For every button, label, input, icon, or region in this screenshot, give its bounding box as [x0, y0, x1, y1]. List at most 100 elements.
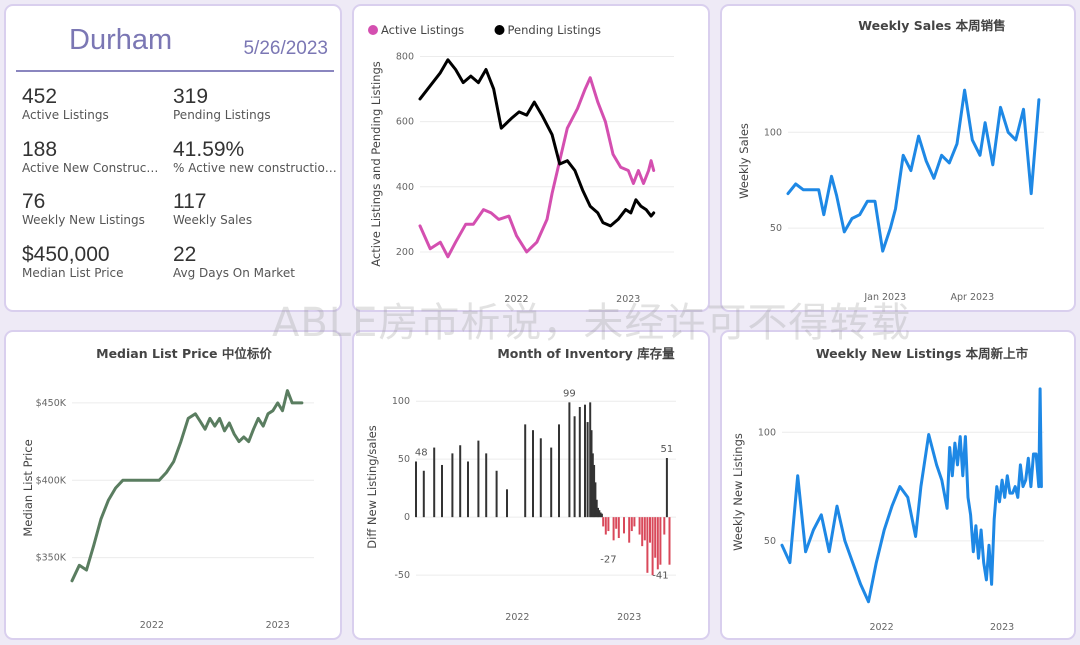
y-tick-label: $350K: [36, 553, 67, 564]
x-tick-label: 2022: [140, 620, 164, 631]
kpi-label: Weekly Sales: [173, 213, 253, 227]
chart-title: Weekly New Listings 本周新上市: [816, 346, 1029, 361]
bar: [651, 517, 654, 576]
kpi-pct-active-new-construction: 41.59% % Active new constructions: [173, 139, 338, 176]
bar: [539, 438, 542, 518]
series-line-0: [780, 387, 1043, 604]
data-label: -41: [652, 571, 668, 582]
bar: [415, 461, 417, 518]
bar: [573, 416, 576, 518]
bar: [467, 461, 469, 518]
y-tick-label: 800: [396, 52, 414, 63]
bar: [578, 406, 581, 518]
y-tick-label: $450K: [36, 398, 67, 409]
kpi-value: 319: [173, 85, 209, 108]
kpi-pending-listings: 319 Pending Listings: [173, 86, 338, 123]
kpi-active-listings: 452 Active Listings: [22, 86, 162, 123]
bar: [607, 517, 610, 532]
bar: [649, 517, 651, 543]
bar: [524, 424, 527, 518]
kpi-active-new-construction: 188 Active New Constructi...: [22, 139, 162, 176]
bar: [663, 517, 666, 535]
y-tick-label: 100: [392, 396, 410, 407]
y-axis-label: Weekly New Listings: [731, 433, 745, 551]
data-label: 99: [563, 388, 576, 399]
bar: [593, 464, 596, 518]
series-line-active-listings: [418, 76, 656, 259]
title-divider: [16, 70, 334, 72]
y-tick-label: 200: [396, 247, 414, 258]
kpi-value: 76: [22, 190, 46, 213]
x-tick-label: 2023: [617, 612, 641, 623]
kpi-value: 452: [22, 85, 58, 108]
bar: [633, 517, 636, 527]
listings-chart: 200 400 600 800 2022 2023 Active Listings and …: [368, 23, 674, 305]
bar: [441, 464, 443, 518]
data-label: -27: [600, 554, 616, 565]
kpi-weekly-sales: 117 Weekly Sales: [173, 191, 338, 228]
bar: [433, 447, 436, 518]
bar: [590, 430, 593, 518]
bar: [532, 430, 534, 518]
bar: [594, 482, 597, 518]
x-tick-label: Jan 2023: [863, 292, 906, 303]
bar: [558, 424, 560, 518]
bar: [638, 517, 641, 535]
y-tick-label: 50: [770, 223, 782, 234]
bar: [589, 402, 592, 518]
legend-marker: [494, 25, 505, 35]
bar: [584, 404, 586, 518]
bar: [612, 517, 615, 541]
y-tick-label: 50: [398, 454, 410, 465]
bar: [591, 453, 594, 518]
kpi-card: Durham 5/26/2023 452 Active Listings 319…: [4, 4, 342, 312]
y-tick-label: 600: [396, 117, 414, 128]
y-axis-label: Weekly Sales: [737, 123, 751, 199]
bar: [422, 470, 425, 518]
y-tick-label: -50: [394, 570, 410, 581]
x-tick-label: 2022: [869, 622, 893, 633]
y-axis-label: Diff New Listing/sales: [365, 425, 379, 548]
chart-card-listings: 200 400 600 800 2022 2023 Active Listings and …: [352, 4, 710, 312]
bar: [628, 517, 631, 543]
kpi-label: Avg Days On Market: [173, 266, 295, 280]
bar: [495, 470, 498, 518]
kpi-value: $450,000: [22, 243, 110, 266]
y-tick-label: 100: [764, 127, 782, 138]
weekly-new-listings-chart: 50 100 2022 2023 Weekly New Listings Weekly N…: [731, 346, 1044, 633]
kpi-value: 117: [173, 190, 207, 213]
y-axis-label: Median List Price: [21, 439, 35, 536]
bar: [643, 517, 646, 541]
chart-card-inventory: -50 0 50 100 2022 2023 Diff New Listing/sales M…: [352, 330, 710, 640]
y-tick-label: 0: [404, 512, 410, 523]
kpi-label: Weekly New Listings: [22, 213, 145, 227]
chart-card-median-price: $350K $400K $450K 2022 2023 Median List Price…: [4, 330, 342, 640]
legend-marker: [368, 25, 378, 35]
bar: [506, 489, 508, 518]
kpi-label: Pending Listings: [173, 108, 271, 122]
bar: [477, 440, 480, 518]
report-date: 5/26/2023: [243, 38, 328, 59]
y-tick-label: 400: [396, 182, 414, 193]
x-tick-label: 2023: [990, 622, 1014, 633]
kpi-weekly-new-listings: 76 Weekly New Listings: [22, 191, 162, 228]
bar: [586, 422, 589, 518]
median-price-chart: $350K $400K $450K 2022 2023 Median List Price…: [21, 346, 314, 631]
weekly-sales-chart: 50 100 Jan 2023 Apr 2023 Weekly Sales Weekly …: [737, 18, 1044, 303]
bar: [599, 512, 602, 518]
bar: [615, 517, 618, 529]
bar: [623, 517, 625, 534]
x-tick-label: 2022: [505, 612, 529, 623]
x-tick-label: 2022: [504, 294, 528, 305]
y-tick-label: 50: [764, 536, 776, 547]
x-tick-label: 2023: [266, 620, 290, 631]
bar: [600, 513, 603, 518]
kpi-label: Active New Constructi...: [22, 161, 162, 175]
data-label: 51: [661, 444, 674, 455]
bar: [451, 453, 454, 518]
kpi-label: Active Listings: [22, 108, 109, 122]
kpi-value: 22: [173, 243, 197, 266]
bar: [459, 445, 462, 518]
city-title: Durham: [69, 24, 173, 56]
bar: [604, 517, 607, 535]
